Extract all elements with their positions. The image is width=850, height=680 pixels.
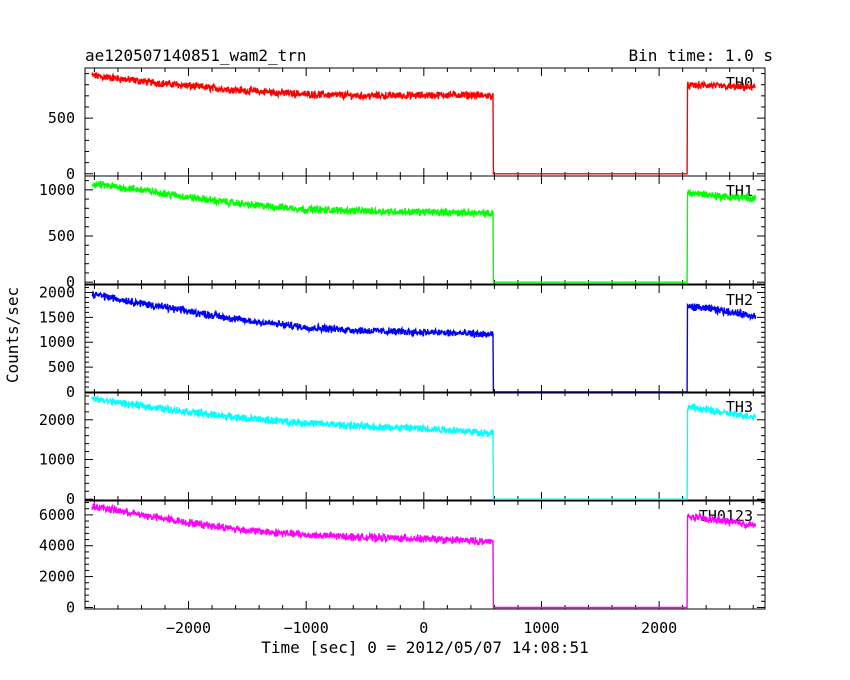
x-tick-label: −1000 xyxy=(284,619,329,637)
x-tick-label: 0 xyxy=(419,619,428,637)
panel-frame xyxy=(84,500,766,610)
y-tick-label: 1000 xyxy=(39,181,75,199)
y-axis-title: Counts/sec xyxy=(3,287,22,383)
y-tick-label: 2000 xyxy=(39,283,75,301)
series-label: TH3 xyxy=(726,398,753,416)
panel-frame xyxy=(84,391,766,501)
x-tick-label: 2000 xyxy=(641,619,677,637)
y-tick-label: 0 xyxy=(66,165,75,183)
panel-frame xyxy=(84,175,766,285)
series-line-th1 xyxy=(91,180,757,283)
series-line-th0123 xyxy=(91,501,757,609)
y-tick-label: 0 xyxy=(66,273,75,291)
y-tick-label: 1000 xyxy=(39,451,75,469)
x-tick-label: −2000 xyxy=(166,619,211,637)
series-label: TH0 xyxy=(726,74,753,92)
series-line-th2 xyxy=(91,289,757,393)
series-label: TH2 xyxy=(726,291,753,309)
y-tick-label: 0 xyxy=(66,598,75,616)
series-line-th3 xyxy=(91,395,757,500)
y-tick-label: 2000 xyxy=(39,411,75,429)
y-tick-label: 1000 xyxy=(39,333,75,351)
y-tick-label: 1500 xyxy=(39,308,75,326)
series-line-th0 xyxy=(91,71,756,175)
y-tick-label: 500 xyxy=(48,227,75,245)
y-tick-label: 0 xyxy=(66,383,75,401)
y-tick-label: 500 xyxy=(48,109,75,127)
panel-th3: 0 1000 2000 TH3 xyxy=(39,391,766,508)
y-tick-label: 0 xyxy=(66,490,75,508)
chart-title: ae120507140851_wam2_trn xyxy=(85,46,307,65)
x-axis-title: Time [sec] 0 = 2012/05/07 14:08:51 xyxy=(261,638,589,657)
y-tick-label: 6000 xyxy=(39,506,75,524)
y-tick-label: 500 xyxy=(48,358,75,376)
x-tick-label: 1000 xyxy=(523,619,559,637)
panel-frame xyxy=(84,284,766,394)
y-tick-label: 4000 xyxy=(39,537,75,555)
y-tick-label: 2000 xyxy=(39,568,75,586)
bin-time-label: Bin time: 1.0 s xyxy=(629,46,774,65)
panel-th0: 0 500 TH0 xyxy=(48,67,766,183)
panel-th2: 0 500 1000 1500 2000 TH2 xyxy=(39,283,766,401)
